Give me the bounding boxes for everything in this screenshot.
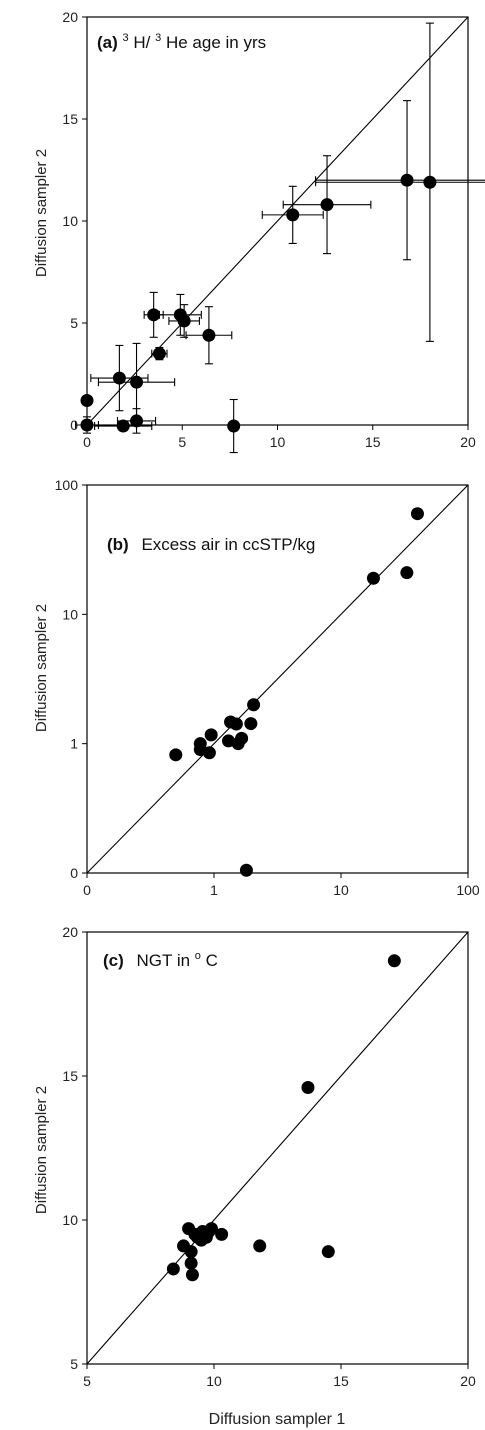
panel-c-plot-frame bbox=[86, 931, 469, 1365]
panel-b-y-tick-label: 100 bbox=[55, 477, 79, 493]
panel-a-title: (a) 3 H/ 3 He age in yrs bbox=[97, 26, 266, 52]
panel-a-x-tick-label: 0 bbox=[83, 434, 91, 450]
panel-c: Diffusion sampler 2 (c) NGT in o C Diffu… bbox=[33, 924, 476, 1428]
panel-b-y-tick-label: 0 bbox=[70, 865, 78, 881]
panel-c-data-point bbox=[215, 1227, 229, 1241]
panel-b-y-axis-label: Diffusion sampler 2 bbox=[33, 604, 50, 732]
panel-b-data-point bbox=[169, 748, 183, 762]
panel-c-title: (c) NGT in o C bbox=[103, 944, 218, 970]
panel-b-data-point bbox=[410, 507, 424, 521]
panel-c-data-point bbox=[166, 1262, 180, 1276]
panel-c-y-tick-label: 20 bbox=[62, 924, 78, 940]
panel-c-x-axis-label: Diffusion sampler 1 bbox=[209, 1411, 346, 1428]
panel-a-data-point bbox=[112, 371, 126, 385]
panel-c-y-axis-label: Diffusion sampler 2 bbox=[33, 1086, 50, 1214]
panel-c-x-tick-label: 5 bbox=[83, 1373, 91, 1389]
panel-a-data-point bbox=[202, 328, 216, 342]
panel-b-data-point bbox=[202, 746, 216, 760]
panel-a-data-point bbox=[423, 175, 437, 189]
panel-a-title-sup1: 3 bbox=[123, 32, 129, 44]
panel-b-title-pre: Excess air in ccSTP/kg bbox=[141, 535, 315, 554]
panel-a-x-tick-label: 5 bbox=[178, 434, 186, 450]
panel-a-title-post: He age in yrs bbox=[166, 33, 266, 52]
panel-b-x-tick-label: 10 bbox=[333, 882, 349, 898]
panel-c-data-point bbox=[253, 1239, 267, 1253]
panel-c-data-point bbox=[204, 1222, 218, 1236]
panel-c-title-label: (c) bbox=[103, 951, 124, 970]
panel-a-data-point bbox=[286, 208, 300, 222]
panel-a-y-tick-label: 15 bbox=[62, 111, 78, 127]
panel-b-data-point bbox=[193, 737, 207, 751]
panel-a-x-tick-label: 10 bbox=[270, 434, 286, 450]
panel-c-title-sup1: o bbox=[195, 950, 201, 962]
panel-a-data-point bbox=[116, 419, 130, 433]
panel-c-y-tick-label: 10 bbox=[62, 1212, 78, 1228]
panel-a-data-point bbox=[80, 418, 94, 432]
panel-a-title-mid: H/ bbox=[133, 33, 150, 52]
panel-c-data-point bbox=[301, 1081, 315, 1095]
panel-c-y-tick-label: 15 bbox=[62, 1068, 78, 1084]
panel-c-title-mid: C bbox=[206, 951, 218, 970]
panel-a-data-point bbox=[130, 414, 144, 428]
panel-b-data-point bbox=[204, 728, 218, 742]
panel-a: Diffusion sampler 2 (a) 3 H/ 3 He age in… bbox=[33, 9, 485, 454]
panel-a-title-label: (a) bbox=[97, 33, 118, 52]
panel-a-data-point bbox=[400, 173, 414, 187]
panel-b-data-point bbox=[400, 566, 414, 580]
panel-c-data-point bbox=[184, 1245, 198, 1259]
panel-b: Diffusion sampler 2 (b) Excess air in cc… bbox=[33, 477, 480, 898]
panel-b-data-point bbox=[239, 863, 253, 877]
panel-a-x-tick-label: 15 bbox=[365, 434, 381, 450]
panel-a-y-axis-label: Diffusion sampler 2 bbox=[33, 149, 50, 277]
panel-c-data-point bbox=[387, 954, 401, 968]
panel-b-y-tick-label: 1 bbox=[70, 736, 78, 752]
panel-a-y-tick-label: 5 bbox=[70, 315, 78, 331]
panel-b-one-to-one-line bbox=[86, 484, 469, 874]
panel-a-data-point bbox=[147, 308, 161, 322]
panel-a-data-point bbox=[177, 314, 191, 328]
panel-a-y-tick-label: 20 bbox=[62, 9, 78, 25]
panel-a-data-point bbox=[80, 394, 94, 408]
panel-a-y-tick-label: 10 bbox=[62, 213, 78, 229]
panel-b-x-tick-label: 100 bbox=[456, 882, 480, 898]
panel-c-data-point bbox=[321, 1245, 335, 1259]
panel-c-x-tick-label: 10 bbox=[206, 1373, 222, 1389]
panel-a-data-point bbox=[130, 375, 144, 389]
panel-a-title-sup2: 3 bbox=[155, 32, 161, 44]
panel-a-data-point bbox=[227, 419, 241, 433]
panel-b-y-tick-label: 10 bbox=[62, 606, 78, 622]
panel-b-x-tick-label: 0 bbox=[83, 882, 91, 898]
panel-c-y-tick-label: 5 bbox=[70, 1356, 78, 1372]
panel-b-data-point bbox=[244, 717, 258, 731]
panel-b-data-point bbox=[229, 717, 243, 731]
panel-c-data-point bbox=[184, 1256, 198, 1270]
panel-b-data-point bbox=[247, 698, 261, 712]
panel-c-data-point bbox=[185, 1268, 199, 1282]
panel-a-y-tick-label: 0 bbox=[70, 417, 78, 433]
panel-b-title-label: (b) bbox=[107, 535, 129, 554]
panel-c-x-tick-label: 20 bbox=[460, 1373, 476, 1389]
panel-c-one-to-one-line bbox=[86, 931, 469, 1365]
panel-b-plot-frame bbox=[86, 484, 469, 874]
panel-b-x-tick-label: 1 bbox=[210, 882, 218, 898]
panel-b-title: (b) Excess air in ccSTP/kg bbox=[107, 535, 315, 554]
panel-c-x-tick-label: 15 bbox=[333, 1373, 349, 1389]
panel-c-title-pre: NGT in bbox=[137, 951, 195, 970]
panel-b-data-point bbox=[366, 571, 380, 585]
panel-a-data-point bbox=[152, 347, 166, 361]
panel-b-data-point bbox=[235, 731, 249, 745]
panel-a-one-to-one-line bbox=[86, 16, 469, 426]
panel-a-data-point bbox=[320, 198, 334, 212]
panel-a-x-tick-label: 20 bbox=[460, 434, 476, 450]
